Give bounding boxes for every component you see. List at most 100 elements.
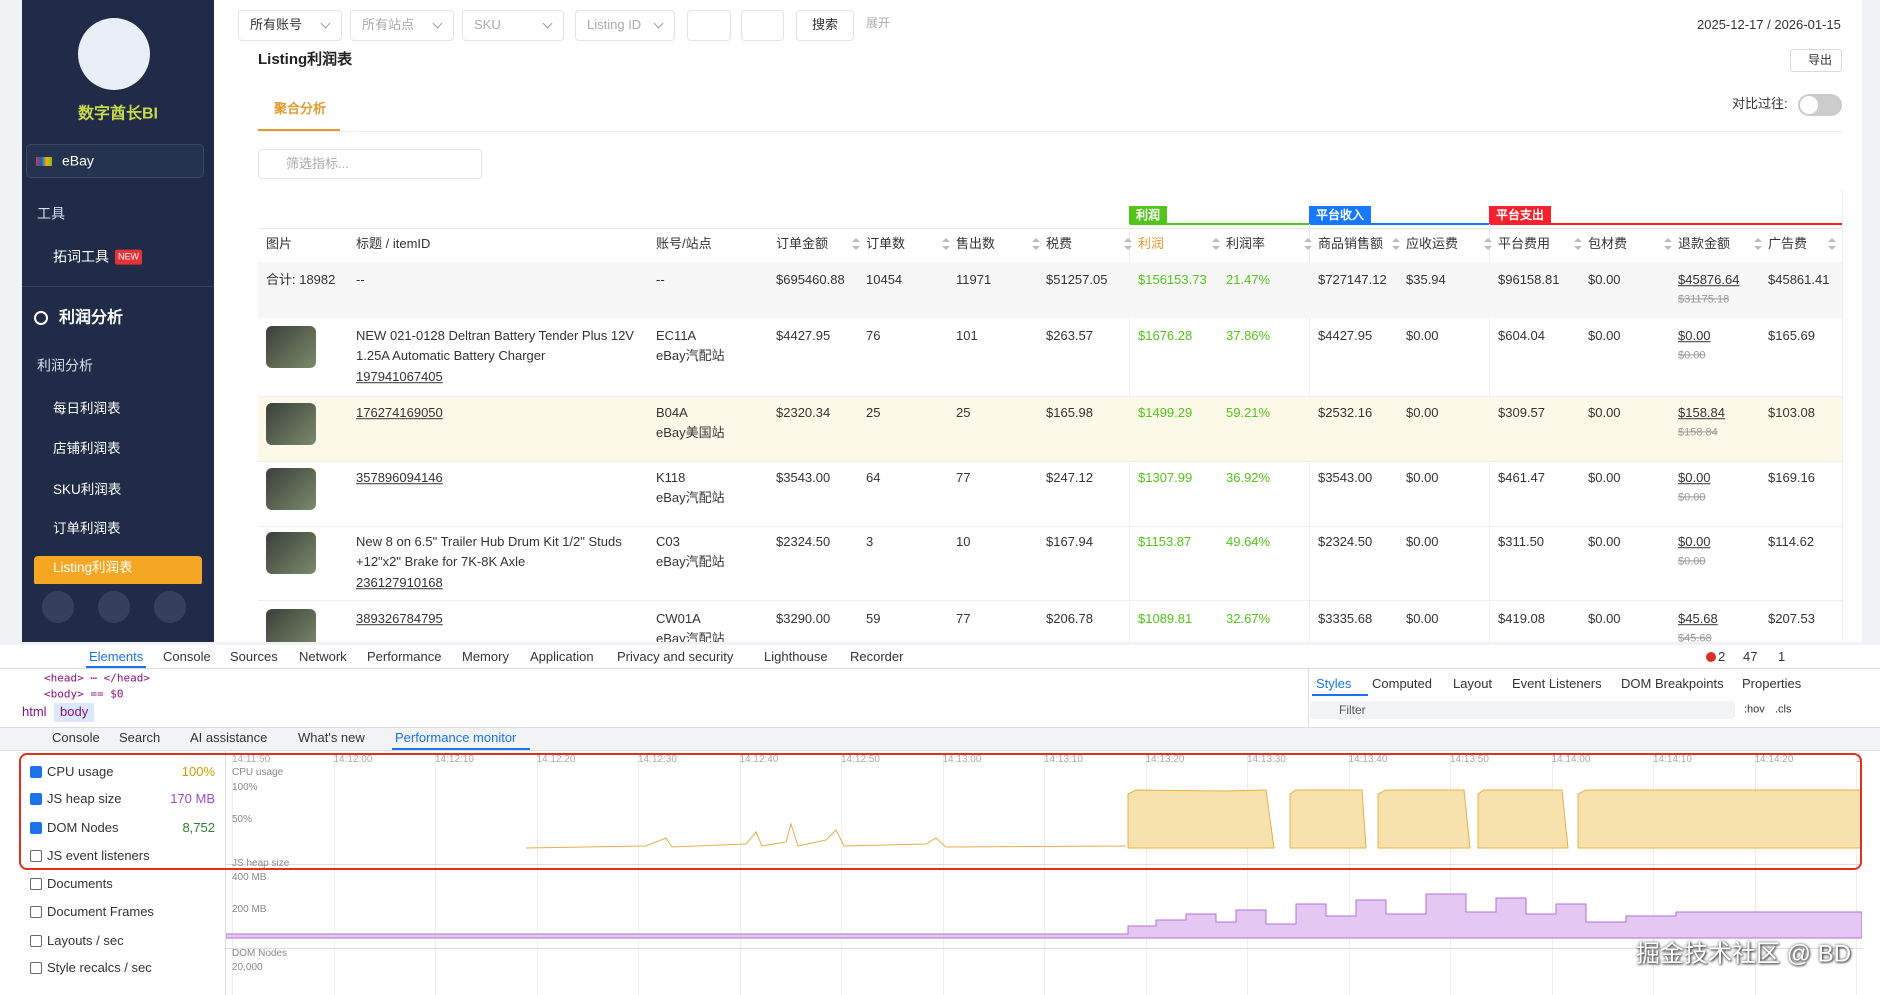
checkbox[interactable]: [30, 878, 42, 890]
filter-input[interactable]: [258, 149, 482, 179]
grid-line: [1348, 754, 1350, 995]
expand-label[interactable]: 展开: [866, 15, 891, 30]
icon-button[interactable]: [741, 10, 784, 41]
filter-label: SKU: [474, 17, 501, 33]
cls[interactable]: .cls: [1775, 703, 1792, 716]
checkbox[interactable]: [30, 906, 42, 918]
checkbox[interactable]: [30, 962, 42, 974]
side-tab[interactable]: Event Listeners: [1512, 676, 1602, 692]
scale-label: 200 MB: [232, 904, 267, 915]
drawer-tab[interactable]: What's new: [298, 730, 365, 746]
side-tab[interactable]: DOM Breakpoints: [1621, 676, 1724, 692]
icon-button[interactable]: [687, 10, 731, 41]
metric-label: JS event listeners: [47, 848, 150, 864]
devtools-tab[interactable]: Console: [163, 649, 211, 665]
side-tab[interactable]: Styles: [1316, 676, 1352, 692]
scale-label: 50%: [232, 814, 253, 825]
metric-label: Documents: [47, 876, 113, 892]
drawer-tab[interactable]: AI assistance: [190, 730, 268, 746]
dom-line: <head> ⋯ </head>: [44, 671, 150, 685]
filter-select[interactable]: [238, 10, 342, 41]
tab[interactable]: 聚合分析: [274, 101, 327, 117]
devtools-tab[interactable]: Elements: [89, 649, 144, 665]
checkbox[interactable]: [30, 766, 42, 778]
devtools-tab[interactable]: Performance: [367, 649, 442, 665]
export-label[interactable]: 导出: [1808, 52, 1833, 67]
breadcrumb[interactable]: body: [60, 704, 89, 720]
cpu-area: [1127, 789, 1862, 849]
breadcrumb[interactable]: html: [22, 704, 47, 720]
menu-item[interactable]: 拓词工具: [53, 248, 109, 265]
time-tick: 14:13:20: [1145, 754, 1185, 765]
grid-line: [536, 754, 538, 995]
drawer-tab[interactable]: Search: [119, 730, 161, 746]
dom-line: <body> == $0: [44, 687, 124, 701]
time-tick: 14:12:30: [638, 754, 677, 765]
footer-icon[interactable]: [98, 591, 130, 623]
page-title: Listing利润表: [258, 51, 353, 68]
grid-line: [1044, 754, 1045, 995]
metric-label: Style recalcs / sec: [47, 960, 152, 976]
drawer-tab[interactable]: Console: [52, 730, 100, 746]
section-icon: [34, 311, 48, 325]
devtools-tab[interactable]: Sources: [230, 649, 278, 665]
filter-box[interactable]: [1310, 701, 1735, 719]
time-tick: 14:13:30: [1247, 754, 1286, 765]
search-button[interactable]: [796, 10, 854, 41]
pane-divider: [1308, 668, 1309, 727]
search-label[interactable]: 搜索: [812, 17, 839, 33]
toolbar-line: [0, 668, 1880, 669]
devtools-tab[interactable]: Privacy and security: [617, 649, 734, 665]
filter-placeholder: 筛选指标...: [286, 156, 349, 172]
metric-label: Document Frames: [47, 904, 154, 920]
crumb-bg: [54, 703, 94, 722]
time-tick: 14:14:00: [1551, 754, 1591, 765]
grid-line: [1145, 754, 1147, 995]
menu-group[interactable]: 利润分析: [37, 357, 93, 374]
filter-select[interactable]: [350, 10, 454, 41]
metric-label: CPU usage: [47, 764, 114, 780]
side-tab[interactable]: Computed: [1372, 676, 1432, 692]
menu-item[interactable]: Listing利润表: [53, 559, 133, 575]
devtools-tab[interactable]: Memory: [462, 649, 509, 665]
devtools-tab[interactable]: Lighthouse: [764, 649, 828, 665]
chart-labels: 14:11:50 14:12:00 14:12:10 14:12:20 14:12:30…: [226, 754, 1862, 995]
menu-item[interactable]: 订单利润表: [53, 520, 121, 536]
menu-section[interactable]: 利润分析: [59, 309, 124, 327]
footer-icon[interactable]: [154, 591, 186, 623]
menu-item[interactable]: 每日利润表: [53, 400, 121, 416]
menu-item[interactable]: SKU利润表: [53, 481, 122, 497]
menu-item[interactable]: 店铺利润表: [53, 440, 121, 456]
devtools-tab[interactable]: Network: [299, 649, 347, 665]
sidebar: 数字酋长BI eBay 工具 拓词工具 NEW 利润分析 利润分析 每日利润表 店铺利润表 SKU…: [22, 0, 214, 642]
chart-border: [225, 751, 226, 995]
filter-select[interactable]: [462, 10, 564, 41]
brand: 数字酋长BI: [77, 105, 159, 123]
checkbox[interactable]: [30, 793, 42, 805]
store-select[interactable]: [26, 144, 204, 178]
devtools-tab[interactable]: Application: [530, 649, 594, 665]
tab-underline: [258, 129, 340, 131]
flag: [36, 157, 52, 166]
hov[interactable]: :hov: [1744, 703, 1765, 716]
devtools-tab[interactable]: Recorder: [850, 649, 904, 665]
grid-line: [1856, 754, 1857, 995]
filter-select[interactable]: [575, 10, 675, 41]
side-tab[interactable]: Properties: [1742, 676, 1802, 692]
checkbox[interactable]: [30, 822, 42, 834]
footer-icon[interactable]: [42, 591, 74, 623]
time-tick: 14:14:20: [1754, 754, 1794, 765]
time-tick: 14:12:50: [841, 754, 880, 765]
compare-label: 对比过往:: [1732, 96, 1788, 112]
time-tick: 14:11:50: [232, 754, 271, 765]
heap-area: [226, 893, 1862, 939]
drawer-tab[interactable]: Performance monitor: [395, 730, 517, 746]
menu-group[interactable]: 工具: [37, 205, 65, 222]
export-button[interactable]: [1790, 49, 1842, 72]
side-tab[interactable]: Layout: [1453, 676, 1493, 692]
checkbox[interactable]: [30, 850, 42, 862]
time-tick: 14:13:10: [1044, 754, 1083, 765]
time-tick: 14:14:10: [1653, 754, 1692, 765]
grid-line: [435, 754, 436, 995]
checkbox[interactable]: [30, 935, 42, 947]
